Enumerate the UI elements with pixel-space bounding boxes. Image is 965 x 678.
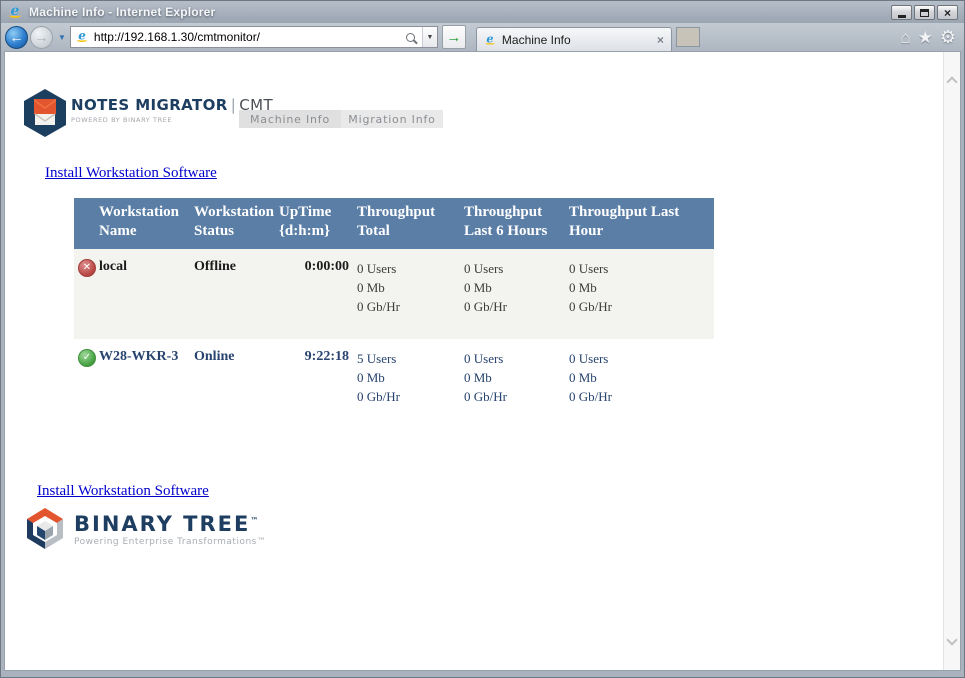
- workstation-name: local: [99, 258, 127, 274]
- minimize-button[interactable]: [891, 5, 912, 20]
- search-button[interactable]: [400, 27, 422, 47]
- brand-separator: |: [230, 96, 237, 114]
- vertical-scrollbar[interactable]: [943, 52, 960, 670]
- brand-name-line: NOTES MIGRATOR | CMT: [71, 96, 273, 114]
- header-throughput-total: Throughput Total: [357, 198, 464, 249]
- tp-users: 0 Users: [464, 260, 504, 276]
- notes-migrator-logo: NOTES MIGRATOR | CMT POWERED BY BINARY TRE…: [24, 89, 273, 137]
- workstation-status: Online: [194, 348, 235, 364]
- tp-users: 0 Users: [357, 260, 397, 276]
- tp-mb: 0 Mb: [464, 369, 492, 385]
- header-uptime: UpTime {d:h:m}: [279, 198, 357, 249]
- tp-mb: 0 Mb: [357, 369, 385, 385]
- tp-users: 0 Users: [569, 260, 609, 276]
- throughput-last6-cell: 0 Users 0 Mb 0 Gb/Hr: [464, 249, 569, 339]
- throughput-lasthour-cell: 0 Users 0 Mb 0 Gb/Hr: [569, 339, 714, 429]
- ie-logo-icon: e: [7, 4, 23, 20]
- binary-tree-wordmark: BINARY TREE™: [74, 512, 266, 536]
- workstation-uptime: 0:00:00: [304, 258, 349, 274]
- header-throughput-last6: Throughput Last 6 Hours: [464, 198, 569, 249]
- online-status-icon: ✓: [78, 348, 96, 367]
- header-status-icon: [74, 198, 99, 249]
- trademark-symbol: ™: [250, 516, 259, 525]
- page-nav-tabs: Machine Info Migration Info: [239, 110, 443, 128]
- tab-title: Machine Info: [501, 32, 571, 47]
- binary-tree-cube-icon: [27, 508, 63, 549]
- navigation-bar: ← → ▼ e ▼ → e Machine Info × ⌂ ★ ⚙: [1, 23, 964, 51]
- notes-migrator-hexagon-icon: [24, 89, 66, 137]
- header-workstation-name: Workstation Name: [99, 198, 194, 249]
- address-bar: e ▼: [69, 26, 438, 48]
- history-dropdown-icon[interactable]: ▼: [58, 32, 66, 42]
- brand-name: NOTES MIGRATOR: [71, 96, 228, 114]
- maximize-icon: [920, 8, 929, 17]
- workstation-status: Offline: [194, 258, 236, 274]
- minimize-icon: [897, 14, 906, 18]
- header-workstation-status: Workstation Status: [194, 198, 279, 249]
- tp-mb: 0 Mb: [569, 279, 597, 295]
- machine-info-page: NOTES MIGRATOR | CMT POWERED BY BINARY TRE…: [5, 52, 943, 670]
- tab-favicon: e: [484, 33, 497, 46]
- binary-tree-text: BINARY TREE™ Powering Enterprise Transfo…: [74, 506, 266, 552]
- workstation-uptime: 9:22:18: [304, 348, 349, 364]
- brand-product: CMT: [239, 96, 274, 114]
- close-button[interactable]: ×: [937, 5, 958, 20]
- tab-close-button[interactable]: ×: [656, 32, 664, 47]
- header-throughput-lasthour: Throughput Last Hour: [569, 198, 714, 249]
- binary-tree-tagline: Powering Enterprise Transformations™: [74, 537, 267, 547]
- install-workstation-software-link-top[interactable]: Install Workstation Software: [45, 165, 217, 181]
- close-icon: ×: [943, 5, 951, 20]
- table-header-row: Workstation Name Workstation Status UpTi…: [74, 198, 714, 249]
- scroll-up-icon[interactable]: [946, 76, 958, 88]
- scroll-down-icon[interactable]: [946, 634, 958, 646]
- offline-status-icon: ✕: [78, 258, 96, 277]
- binary-tree-logo: BINARY TREE™ Powering Enterprise Transfo…: [24, 506, 266, 552]
- tab-machine-info[interactable]: Machine Info: [239, 110, 341, 128]
- favorites-star-icon[interactable]: ★: [917, 27, 933, 47]
- tp-users: 0 Users: [464, 350, 504, 366]
- tp-gbhr: 0 Gb/Hr: [464, 298, 507, 314]
- browser-tab-machine-info[interactable]: e Machine Info ×: [475, 27, 672, 51]
- tab-migration-info[interactable]: Migration Info: [341, 110, 443, 128]
- brand-tagline: POWERED BY BINARY TREE: [71, 116, 173, 124]
- tp-gbhr: 0 Gb/Hr: [569, 298, 612, 314]
- install-workstation-software-link-bottom[interactable]: Install Workstation Software: [37, 483, 209, 499]
- throughput-total-cell: 0 Users 0 Mb 0 Gb/Hr: [357, 249, 464, 339]
- forward-button[interactable]: →: [30, 25, 53, 49]
- throughput-lasthour-cell: 0 Users 0 Mb 0 Gb/Hr: [569, 249, 714, 339]
- settings-gear-icon[interactable]: ⚙: [939, 27, 956, 47]
- new-tab-button[interactable]: [675, 27, 700, 47]
- page-viewport: NOTES MIGRATOR | CMT POWERED BY BINARY TRE…: [4, 51, 961, 671]
- maximize-button[interactable]: [914, 5, 935, 20]
- brand-text: NOTES MIGRATOR | CMT POWERED BY BINARY TRE…: [71, 89, 273, 137]
- workstation-name: W28-WKR-3: [99, 348, 179, 364]
- tp-mb: 0 Mb: [569, 369, 597, 385]
- tp-gbhr: 0 Gb/Hr: [357, 388, 400, 404]
- tp-mb: 0 Mb: [464, 279, 492, 295]
- table-row-local: ✕ local Offline 0:00:00 0 Users 0 Mb 0 G…: [74, 248, 714, 339]
- back-button[interactable]: ←: [5, 25, 28, 49]
- table-row-w28-wkr-3: ✓ W28-WKR-3 Online 9:22:18 5 Users 0 Mb …: [74, 338, 714, 429]
- tp-gbhr: 0 Gb/Hr: [569, 388, 612, 404]
- go-button[interactable]: →: [441, 25, 466, 49]
- chrome-icon-group: ⌂ ★ ⚙: [900, 28, 960, 46]
- url-input[interactable]: [89, 28, 400, 46]
- title-bar: e Machine Info - Internet Explorer ×: [1, 1, 964, 23]
- address-dropdown-button[interactable]: ▼: [421, 27, 437, 47]
- tp-users: 5 Users: [357, 350, 397, 366]
- tp-mb: 0 Mb: [357, 279, 385, 295]
- home-icon[interactable]: ⌂: [900, 27, 911, 47]
- window-title: Machine Info - Internet Explorer: [29, 5, 216, 19]
- tp-gbhr: 0 Gb/Hr: [357, 298, 400, 314]
- page-favicon: e: [75, 30, 89, 44]
- workstation-table: Workstation Name Workstation Status UpTi…: [74, 198, 714, 429]
- throughput-total-cell: 5 Users 0 Mb 0 Gb/Hr: [357, 339, 464, 429]
- window-controls: ×: [891, 5, 958, 20]
- binary-tree-name: BINARY TREE: [74, 512, 251, 536]
- tp-users: 0 Users: [569, 350, 609, 366]
- search-icon: [406, 32, 416, 42]
- tp-gbhr: 0 Gb/Hr: [464, 388, 507, 404]
- throughput-last6-cell: 0 Users 0 Mb 0 Gb/Hr: [464, 339, 569, 429]
